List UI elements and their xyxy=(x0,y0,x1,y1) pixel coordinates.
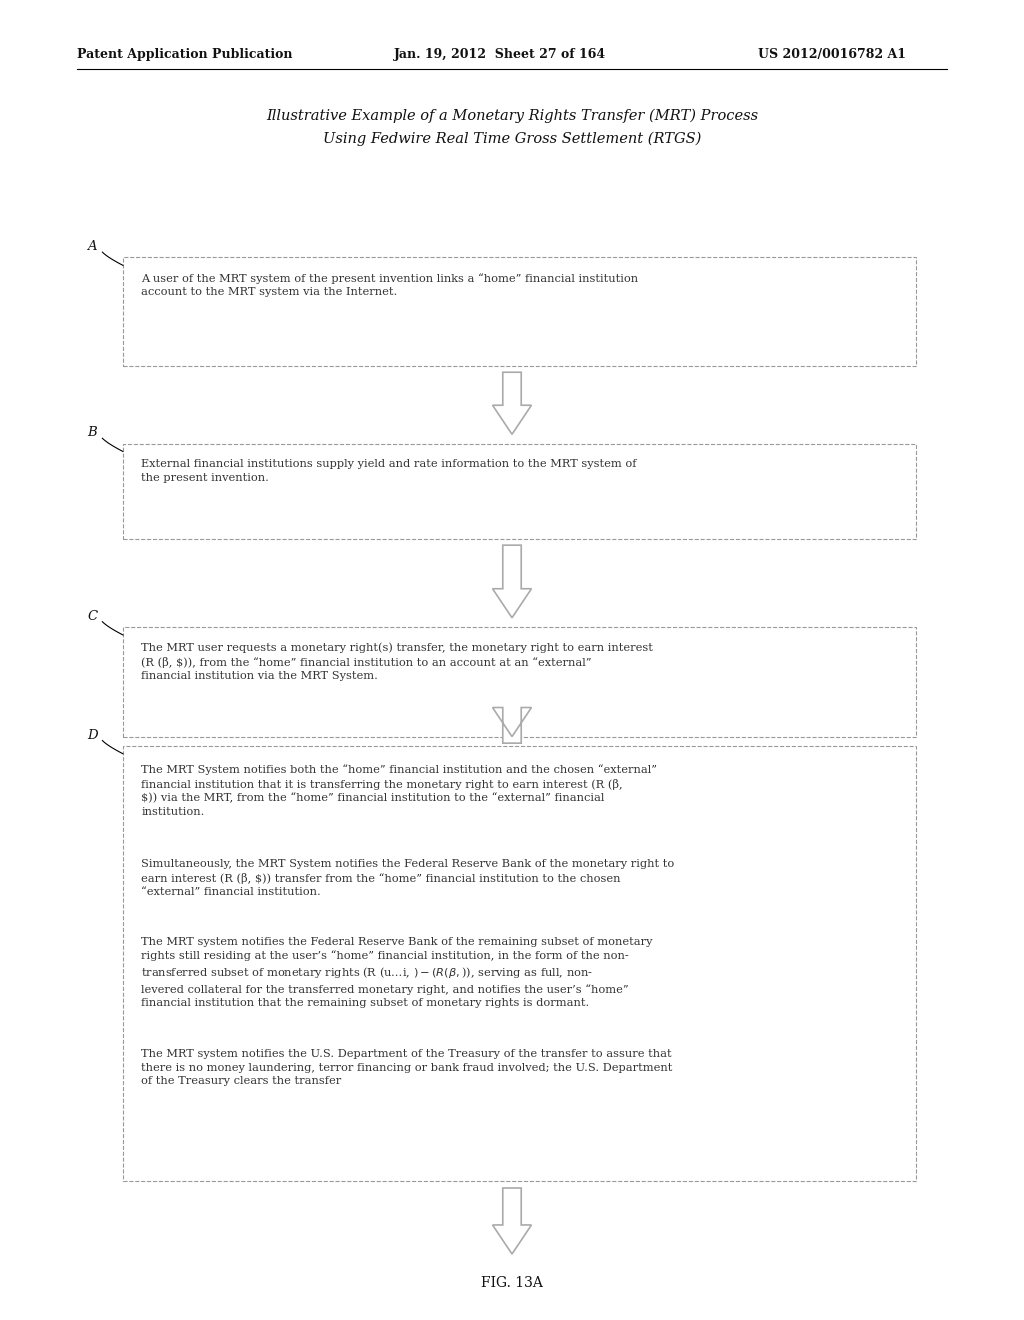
Text: Patent Application Publication: Patent Application Publication xyxy=(77,48,292,61)
Polygon shape xyxy=(493,708,531,743)
Text: B: B xyxy=(87,426,97,440)
Text: External financial institutions supply yield and rate information to the MRT sys: External financial institutions supply y… xyxy=(141,459,637,483)
Text: FIG. 13A: FIG. 13A xyxy=(481,1276,543,1291)
Polygon shape xyxy=(493,1188,531,1254)
Text: Jan. 19, 2012  Sheet 27 of 164: Jan. 19, 2012 Sheet 27 of 164 xyxy=(394,48,606,61)
Bar xyxy=(123,444,916,539)
Text: The MRT system notifies the U.S. Department of the Treasury of the transfer to a: The MRT system notifies the U.S. Departm… xyxy=(141,1049,673,1086)
Polygon shape xyxy=(493,372,531,434)
Text: A: A xyxy=(87,240,97,253)
Polygon shape xyxy=(493,545,531,618)
Text: A user of the MRT system of the present invention links a “home” financial insti: A user of the MRT system of the present … xyxy=(141,273,638,297)
Text: Illustrative Example of a Monetary Rights Transfer (MRT) Process: Illustrative Example of a Monetary Right… xyxy=(266,108,758,123)
Text: D: D xyxy=(87,729,97,742)
Text: The MRT System notifies both the “home” financial institution and the chosen “ex: The MRT System notifies both the “home” … xyxy=(141,764,657,817)
Text: The MRT user requests a monetary right(s) transfer, the monetary right to earn i: The MRT user requests a monetary right(s… xyxy=(141,643,653,681)
Bar xyxy=(123,257,916,366)
Bar xyxy=(123,627,916,737)
Text: Simultaneously, the MRT System notifies the Federal Reserve Bank of the monetary: Simultaneously, the MRT System notifies … xyxy=(141,859,675,898)
Text: The MRT system notifies the Federal Reserve Bank of the remaining subset of mone: The MRT system notifies the Federal Rese… xyxy=(141,937,653,1007)
Text: US 2012/0016782 A1: US 2012/0016782 A1 xyxy=(758,48,906,61)
Text: Using Fedwire Real Time Gross Settlement (RTGS): Using Fedwire Real Time Gross Settlement… xyxy=(323,132,701,147)
Text: C: C xyxy=(87,610,97,623)
Bar xyxy=(123,746,916,1181)
